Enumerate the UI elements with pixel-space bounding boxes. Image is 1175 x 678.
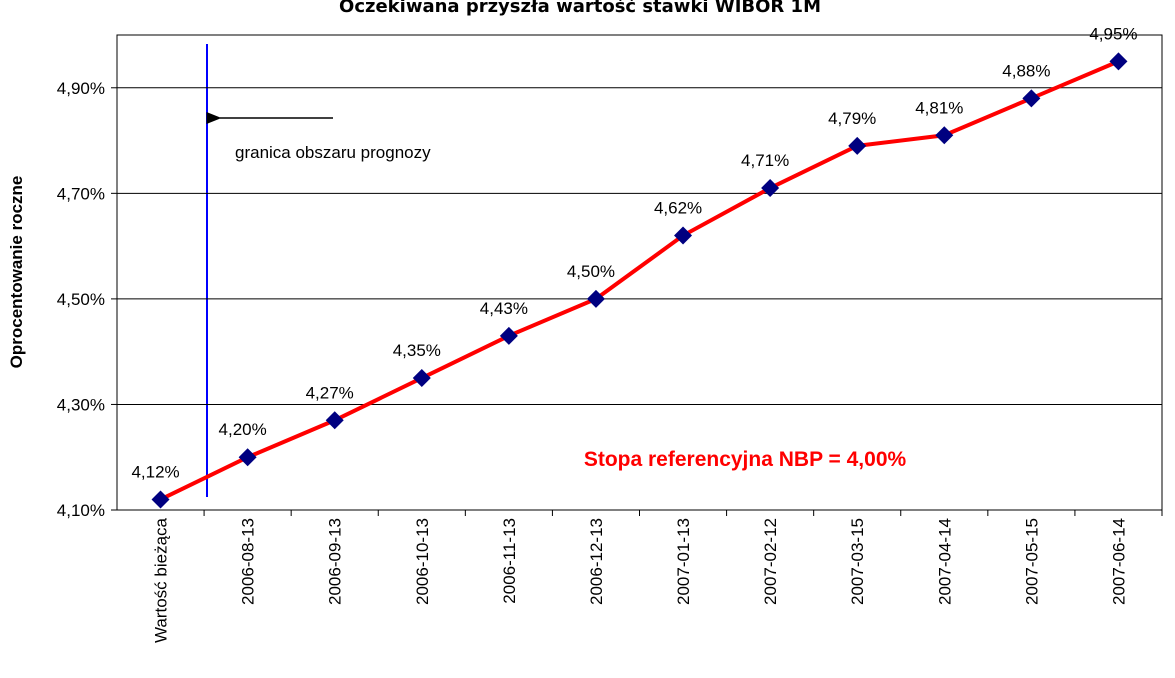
y-tick-label: 4,30% xyxy=(57,395,105,414)
marker xyxy=(848,136,867,155)
data-label: 4,43% xyxy=(480,299,528,318)
y-tick-label: 4,50% xyxy=(57,290,105,309)
annotation: granica obszaru prognozy xyxy=(235,143,431,162)
x-tick-label: 2007-03-15 xyxy=(848,518,867,605)
marker xyxy=(499,326,518,345)
marker xyxy=(238,448,257,467)
x-tick-label: Wartość bieżąca xyxy=(152,517,171,643)
line xyxy=(159,59,1120,502)
x-tick-label: 2007-06-14 xyxy=(1109,518,1128,605)
marker xyxy=(412,369,431,388)
x-tick-label: 2007-04-14 xyxy=(935,518,954,605)
x-tick-label: 2006-08-13 xyxy=(239,518,258,605)
x-tick-label: 2006-12-13 xyxy=(587,518,606,605)
y-axis-label: Oprocentowanie roczne xyxy=(7,176,26,369)
data-label: 4,95% xyxy=(1089,24,1137,43)
data-label: 4,12% xyxy=(131,462,179,481)
marker xyxy=(674,226,693,245)
annotation: Stopa referencyjna NBP = 4,00% xyxy=(584,448,907,471)
marker xyxy=(325,411,344,430)
x-tick-label: 2006-11-13 xyxy=(500,518,519,604)
x-tick-label: 2007-05-15 xyxy=(1022,518,1041,605)
x-tick-label: 2007-02-12 xyxy=(761,518,780,605)
marker xyxy=(1109,52,1128,71)
x-tick-label: 2006-09-13 xyxy=(326,518,345,605)
plot-frame xyxy=(116,34,1163,511)
x-tick-label: 2007-01-13 xyxy=(674,518,693,605)
data-label: 4,88% xyxy=(1002,61,1050,80)
data-label: 4,27% xyxy=(306,383,354,402)
data-label: 4,35% xyxy=(393,341,441,360)
chart-title: Oczekiwana przyszła wartość stawki WIBOR… xyxy=(339,0,821,17)
data-label: 4,79% xyxy=(828,109,876,128)
y-tick-label: 4,90% xyxy=(57,79,105,98)
marker xyxy=(586,289,605,308)
data-label: 4,71% xyxy=(741,151,789,170)
marker xyxy=(1022,89,1041,108)
data-label: 4,50% xyxy=(567,262,615,281)
data-label: 4,20% xyxy=(219,420,267,439)
data-label: 4,62% xyxy=(654,199,702,218)
y-tick-label: 4,10% xyxy=(57,501,105,520)
marker xyxy=(761,179,780,198)
x-tick-label: 2006-10-13 xyxy=(413,518,432,605)
marker xyxy=(935,126,954,145)
data-label: 4,81% xyxy=(915,98,963,117)
marker xyxy=(151,490,170,509)
y-tick-label: 4,70% xyxy=(57,184,105,203)
